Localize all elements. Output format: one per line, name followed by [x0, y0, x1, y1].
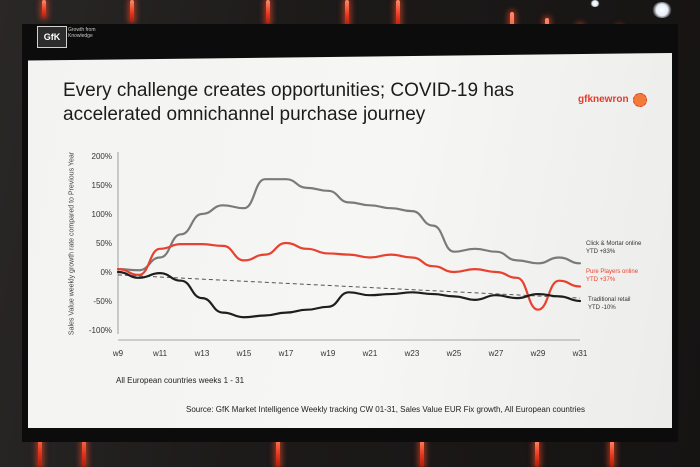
ceiling-light [130, 0, 134, 22]
x-tick-label: w25 [446, 349, 462, 358]
x-tick-label: w29 [530, 349, 546, 358]
floor-light [276, 436, 280, 467]
x-tick-label: w21 [362, 349, 378, 358]
gfk-logo: GfK [37, 26, 67, 48]
floor-light [610, 440, 614, 467]
legend-traditional-retail: Traditional retail YTD -10% [588, 296, 630, 312]
floor-light [38, 430, 42, 467]
slide-title: Every challenge creates opportunities; C… [63, 80, 514, 125]
y-tick-label: 150% [92, 181, 112, 190]
chart-source: Source: GfK Market Intelligence Weekly t… [186, 405, 585, 414]
x-tick-label: w15 [236, 349, 252, 358]
legend-label: Click & Mortar online [586, 241, 642, 247]
legend-pure-players: Pure Players online YTD +37% [586, 268, 638, 284]
legend-click-mortar: Click & Mortar online YTD +83% [586, 240, 641, 256]
trend-line [117, 274, 581, 299]
y-tick-label: -50% [93, 297, 112, 306]
y-tick-label: 50% [96, 239, 112, 248]
y-tick-label: 0% [100, 268, 112, 277]
x-tick-label: w27 [488, 349, 504, 358]
floor-light [82, 432, 86, 467]
legend-detail: YTD +83% [586, 249, 616, 255]
x-tick-label: w13 [194, 349, 210, 358]
floor-light [535, 440, 539, 467]
y-tick-label: -100% [89, 326, 112, 335]
series-line-0 [116, 178, 582, 272]
legend-detail: YTD -10% [588, 305, 616, 311]
legend-label: Pure Players online [586, 269, 639, 275]
floor-light [420, 438, 424, 467]
x-tick-label: w23 [404, 349, 420, 358]
y-tick-label: 100% [92, 210, 112, 219]
ceiling-light [266, 0, 270, 24]
x-tick-label: w17 [278, 349, 294, 358]
growth-line-chart: -100% -50% 0% 50% 100% 150% 200% w9 w11 w13 w15 w17… [89, 152, 588, 358]
presentation-screen [28, 53, 672, 428]
gfk-logo-tagline: Growth from Knowledge [68, 27, 96, 39]
y-tick-label: 200% [92, 152, 112, 161]
x-tick-label: w9 [112, 349, 124, 358]
legend-label: Traditional retail [588, 297, 631, 303]
ceiling-light [42, 0, 46, 18]
x-tick-label: w11 [152, 349, 168, 358]
chart-note: All European countries weeks 1 - 31 [116, 376, 245, 385]
ceiling-spotlight [590, 0, 600, 7]
ceiling-light [345, 0, 349, 26]
ceiling-spotlight [652, 2, 672, 18]
legend-detail: YTD +37% [586, 277, 616, 283]
series-line-2 [116, 270, 582, 319]
series-line-1 [116, 241, 582, 311]
x-tick-label: w19 [320, 349, 336, 358]
ceiling-light [396, 0, 400, 28]
x-tick-label: w31 [572, 349, 588, 358]
gfknewron-logo-icon [633, 93, 647, 107]
gfknewron-brand: gfknewron [578, 94, 629, 105]
